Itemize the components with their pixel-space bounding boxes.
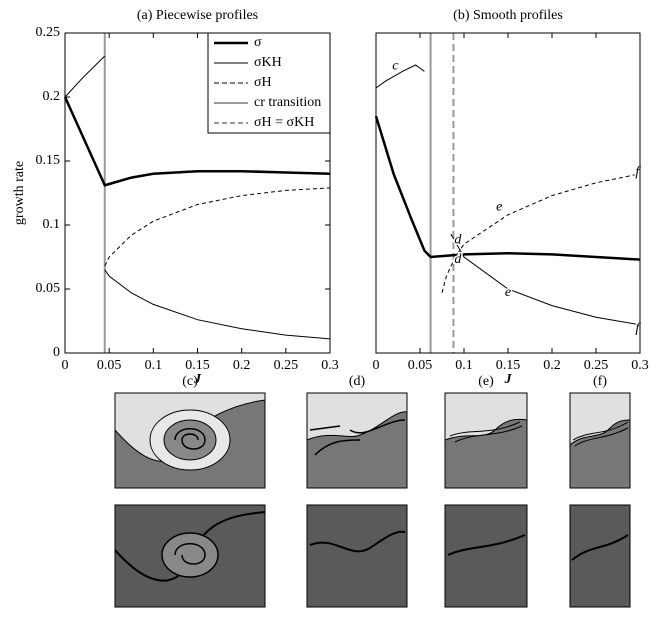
- x-tick-label: 0: [373, 358, 380, 373]
- panel-label: (d): [349, 374, 366, 389]
- legend-label: σH = σKH: [254, 115, 314, 130]
- annotation: d: [454, 233, 462, 248]
- x-tick-label: 0.3: [321, 358, 339, 373]
- image-panels: [115, 393, 630, 607]
- annotation: e: [496, 199, 502, 214]
- panel-e-bottom: [445, 505, 527, 607]
- series-line: [442, 174, 640, 293]
- x-tick-label: 0.2: [233, 358, 251, 373]
- annotation: f: [635, 321, 641, 336]
- x-axis-label: J: [504, 372, 513, 387]
- annotation: d: [454, 252, 462, 267]
- series-line: [65, 56, 105, 97]
- panel-c-core: [164, 420, 216, 460]
- plot-frame: [376, 33, 640, 353]
- x-tick-label: 0.15: [496, 358, 521, 373]
- annotation: c: [392, 58, 399, 73]
- legend-label: σKH: [254, 55, 282, 70]
- x-tick-label: 0.15: [185, 358, 210, 373]
- annotation: f: [635, 165, 641, 180]
- series-line: [451, 234, 640, 325]
- y-tick-label: 0.15: [36, 153, 61, 168]
- annotation: e: [505, 285, 511, 300]
- x-tick-label: 0.05: [408, 358, 433, 373]
- chart-title: (b) Smooth profiles: [453, 8, 563, 23]
- series-line: [105, 188, 330, 266]
- x-tick-label: 0.1: [145, 358, 163, 373]
- x-tick-label: 0.3: [631, 358, 649, 373]
- x-tick-label: 0.2: [543, 358, 561, 373]
- series-line: [376, 65, 424, 88]
- series-line: [376, 116, 640, 259]
- figure: (c) (d) (e) (f) (a) Piecewise profilesJg…: [0, 0, 665, 620]
- chart-title: (a) Piecewise profiles: [137, 8, 258, 23]
- x-axis-label: J: [193, 372, 202, 387]
- x-tick-label: 0.05: [97, 358, 122, 373]
- x-tick-label: 0.1: [455, 358, 473, 373]
- legend-label: cr transition: [254, 95, 321, 110]
- y-tick-label: 0.1: [43, 217, 61, 232]
- y-tick-label: 0: [53, 345, 60, 360]
- legend-label: σ: [254, 35, 262, 50]
- x-tick-label: 0.25: [274, 358, 299, 373]
- panel-d-bottom: [307, 505, 407, 607]
- x-tick-label: 0: [62, 358, 69, 373]
- panel-label: (f): [593, 374, 607, 389]
- panel-label: (e): [478, 374, 494, 389]
- panel-c-vortex: [162, 533, 218, 577]
- legend-label: σH: [254, 75, 272, 90]
- y-tick-label: 0.2: [43, 89, 61, 104]
- y-tick-label: 0.05: [36, 281, 61, 296]
- x-tick-label: 0.25: [584, 358, 609, 373]
- series-line: [105, 270, 330, 339]
- y-axis-label: growth rate: [12, 161, 27, 225]
- y-tick-label: 0.25: [36, 25, 61, 40]
